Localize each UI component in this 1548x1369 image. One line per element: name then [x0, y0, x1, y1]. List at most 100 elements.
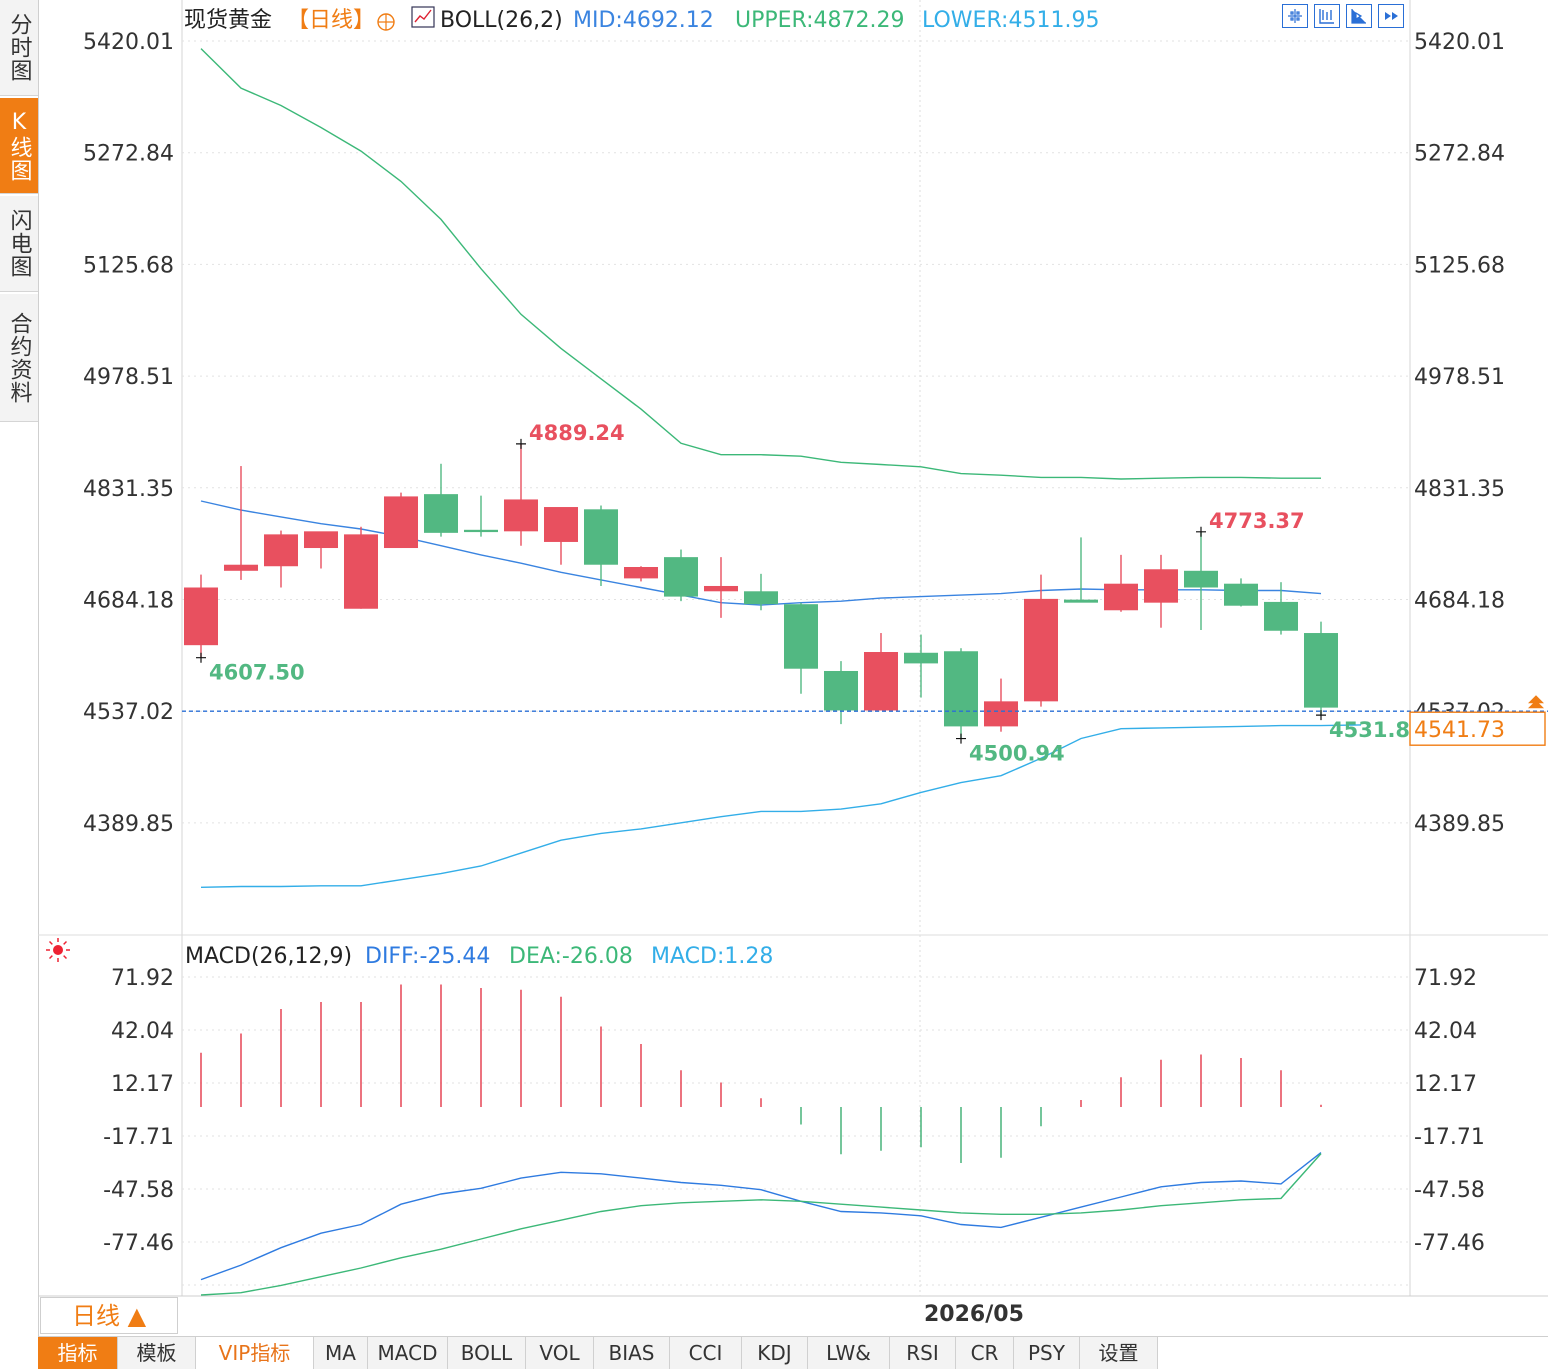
chart-canvas[interactable]: 5420.01 5420.01 5272.84 5272.84 5125.68 5125.… [0, 0, 1548, 1336]
indicator-tab-7[interactable]: BIAS [594, 1337, 670, 1369]
indicator-tab-14[interactable]: 设置 [1080, 1337, 1158, 1369]
macd-tick-left: -47.58 [103, 1178, 174, 1203]
indicator-tab-12[interactable]: CR [956, 1337, 1014, 1369]
candle-body [744, 591, 778, 605]
side-tab-2[interactable]: 闪电图 [0, 196, 38, 292]
zoom-in-icon[interactable] [1314, 4, 1340, 28]
macd-diff-line [200, 1152, 1322, 1281]
indicator-tab-0[interactable]: 指标 [38, 1337, 118, 1369]
extreme-marker [1316, 710, 1326, 721]
indicator-tab-1[interactable]: 模板 [118, 1337, 196, 1369]
macd-tick-left: 42.04 [111, 1019, 174, 1044]
last-price-box [1409, 711, 1546, 746]
price-tick-left: 5125.68 [83, 253, 174, 278]
symbol-title: 现货黄金 [184, 8, 272, 33]
candle-body [704, 585, 738, 592]
candle [1264, 582, 1298, 635]
period-selector[interactable]: 日线 ▲ [40, 1297, 178, 1334]
candle-body [904, 652, 938, 664]
price-tick-right: 5420.01 [1414, 30, 1505, 55]
extreme-label: 4500.94 [969, 742, 1065, 766]
candle-body [184, 587, 218, 646]
extreme-label: 4607.50 [209, 661, 305, 685]
candle-body [1104, 583, 1138, 611]
settings-sun-icon [46, 938, 70, 962]
candle-body [504, 499, 538, 532]
candle-body [1224, 583, 1258, 606]
toolbar [1282, 4, 1404, 28]
indicator-tab-4[interactable]: MACD [368, 1337, 448, 1369]
extreme-label: 4773.37 [1209, 509, 1305, 533]
price-tick-left: 4389.85 [83, 812, 174, 837]
indicator-tab-2[interactable]: VIP指标 [196, 1337, 314, 1369]
candle [704, 557, 738, 618]
candle-body [424, 494, 458, 533]
indicator-tab-3[interactable]: MA [314, 1337, 368, 1369]
candle [744, 573, 778, 611]
candle-body [384, 496, 418, 549]
price-tick-right: 4978.51 [1414, 365, 1505, 390]
candle-body [304, 531, 338, 549]
candle [304, 531, 338, 569]
candle-body [1144, 569, 1178, 603]
indicator-tab-8[interactable]: CCI [670, 1337, 742, 1369]
macd-tick-left: 12.17 [111, 1072, 174, 1097]
next-page-icon[interactable] [1378, 4, 1404, 28]
candle [544, 507, 578, 565]
side-tab-3[interactable]: 合约资料 [0, 294, 38, 422]
candle-body [344, 534, 378, 609]
candle [464, 495, 498, 537]
chart-type-tabs: 分时图 K线图 闪电图 合约资料 [0, 0, 39, 1368]
side-tab-1[interactable]: K线图 [0, 98, 38, 194]
extreme-marker [196, 652, 206, 663]
candle [1024, 574, 1058, 707]
price-tick-right: 4831.35 [1414, 477, 1505, 502]
macd-tick-left: -77.46 [103, 1231, 174, 1256]
boll-upper-line [200, 48, 1321, 480]
candle-body [984, 701, 1018, 727]
candle-body [944, 651, 978, 727]
candle [824, 661, 858, 725]
candle-body [224, 564, 258, 571]
zoom-out-icon[interactable] [1346, 4, 1372, 28]
extreme-label: 4889.24 [529, 421, 625, 445]
price-tick-right: 4684.18 [1414, 589, 1505, 614]
macd-tick-right: -47.58 [1414, 1178, 1485, 1203]
candle [424, 463, 458, 537]
candle [1184, 531, 1218, 630]
date-axis-label: 2026/05 [924, 1302, 1024, 1327]
indicator-tab-6[interactable]: VOL [526, 1337, 594, 1369]
indicator-tab-11[interactable]: RSI [890, 1337, 956, 1369]
candle-body [264, 534, 298, 567]
macd-title: MACD(26,12,9) [185, 944, 352, 969]
candle-body [664, 557, 698, 597]
candle [784, 602, 818, 694]
macd-dea-value: DEA:-26.08 [509, 944, 633, 969]
candle [264, 530, 298, 588]
price-tick-left: 5420.01 [83, 30, 174, 55]
side-tab-0[interactable]: 分时图 [0, 0, 38, 96]
indicator-tab-9[interactable]: KDJ [742, 1337, 808, 1369]
candle [1224, 578, 1258, 607]
candle [1144, 554, 1178, 628]
price-tick-left: 4537.02 [83, 700, 174, 725]
indicator-chart-icon-line [414, 9, 432, 23]
candle-body [1184, 570, 1218, 588]
candle [504, 443, 538, 546]
candle-body [1064, 599, 1098, 603]
candle-body [1304, 633, 1338, 708]
candle [224, 466, 258, 580]
price-tick-left: 4978.51 [83, 365, 174, 390]
candle-body [544, 507, 578, 542]
price-tick-left: 4684.18 [83, 589, 174, 614]
indicator-tab-5[interactable]: BOLL [448, 1337, 526, 1369]
macd-tick-right: -17.71 [1414, 1125, 1485, 1150]
extreme-marker [1196, 526, 1206, 537]
extreme-label: 4531.89 [1329, 718, 1425, 742]
crosshair-icon[interactable] [1282, 4, 1308, 28]
indicator-tab-13[interactable]: PSY [1014, 1337, 1080, 1369]
macd-tick-left: -17.71 [103, 1125, 174, 1150]
indicator-tab-10[interactable]: LW& [808, 1337, 890, 1369]
extreme-marker [516, 438, 526, 449]
price-tick-right: 5125.68 [1414, 253, 1505, 278]
